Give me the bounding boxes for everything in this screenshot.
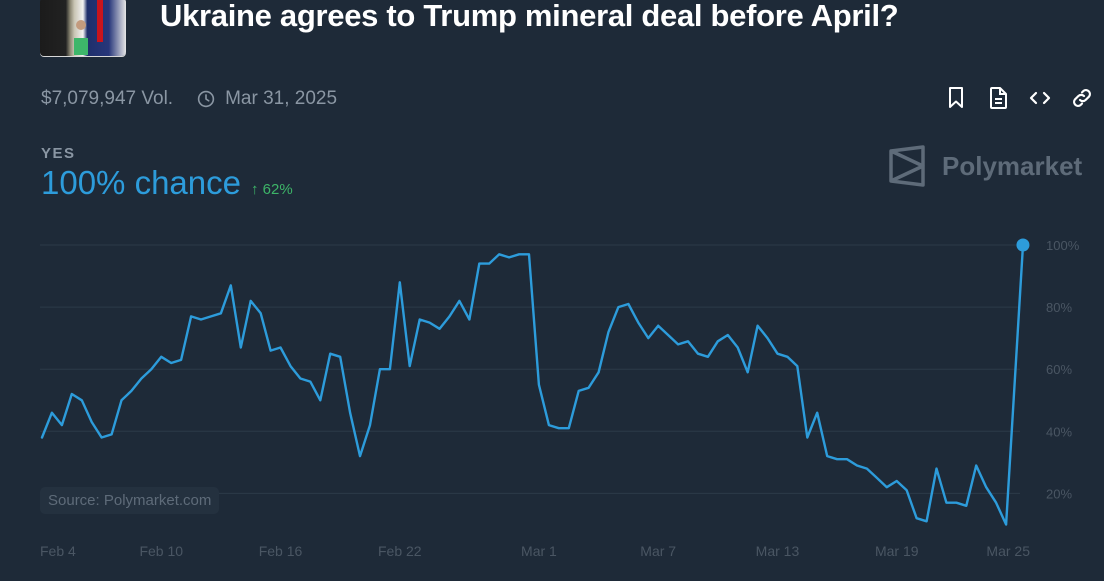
x-tick-label: Feb 10 [139, 543, 183, 559]
brand-name: Polymarket [942, 150, 1083, 181]
x-tick-label: Mar 7 [640, 543, 676, 559]
end-date-text: Mar 31, 2025 [225, 88, 338, 109]
document-icon [990, 87, 1007, 109]
thumbnail-detail [74, 38, 88, 55]
x-tick-label: Mar 19 [875, 543, 919, 559]
source-label: Source: Polymarket.com [40, 487, 220, 514]
embed-button[interactable] [1028, 86, 1052, 110]
thumbnail-detail [97, 0, 103, 42]
market-title: Ukraine agrees to Trump mineral deal bef… [160, 0, 899, 33]
x-axis: Feb 4 Feb 10 Feb 16 Feb 22 Mar 1 Mar 7 Mar 13 M… [40, 543, 1030, 559]
series-line-yes [40, 243, 1025, 526]
copy-link-button[interactable] [1070, 86, 1094, 110]
y-tick-label: 80% [1046, 300, 1072, 315]
bookmark-icon [949, 87, 963, 108]
arrow-up-icon: ↑ [250, 181, 259, 198]
outcome-label: YES [41, 145, 76, 162]
x-tick-label: Mar 13 [756, 543, 800, 559]
x-tick-label: Feb 22 [378, 543, 422, 559]
x-tick-label: Feb 16 [259, 543, 303, 559]
outcome-chance: 100% chance ↑ 62% [41, 164, 293, 202]
document-button[interactable] [986, 86, 1010, 110]
code-icon [1029, 91, 1051, 105]
last-point-marker[interactable] [1016, 238, 1030, 252]
x-tick-label: Mar 1 [521, 543, 557, 559]
chart-series [40, 238, 1030, 526]
y-tick-label: 20% [1046, 486, 1072, 501]
y-axis: 20% 40% 60% 80% 100% [1046, 238, 1080, 501]
y-tick-label: 100% [1046, 238, 1080, 253]
chance-delta: ↑ 62% [251, 181, 293, 198]
clock-icon [197, 90, 215, 108]
action-toolbar [944, 86, 1094, 110]
delta-value: 62% [262, 181, 293, 198]
thumbnail-detail [76, 20, 86, 30]
x-tick-label: Mar 25 [986, 543, 1030, 559]
polymarket-logo: Polymarket [888, 145, 1082, 187]
link-icon [1073, 89, 1091, 107]
polymarket-logo-icon [889, 145, 925, 187]
volume-text: $7,079,947 Vol. [41, 88, 174, 109]
bookmark-button[interactable] [944, 86, 968, 110]
x-tick-label: Feb 4 [40, 543, 76, 559]
chance-value: 100% chance [41, 164, 241, 201]
y-tick-label: 40% [1046, 424, 1072, 439]
market-thumbnail [40, 0, 126, 56]
y-tick-label: 60% [1046, 362, 1072, 377]
market-meta: $7,079,947 Vol. Mar 31, 2025 [41, 88, 337, 110]
